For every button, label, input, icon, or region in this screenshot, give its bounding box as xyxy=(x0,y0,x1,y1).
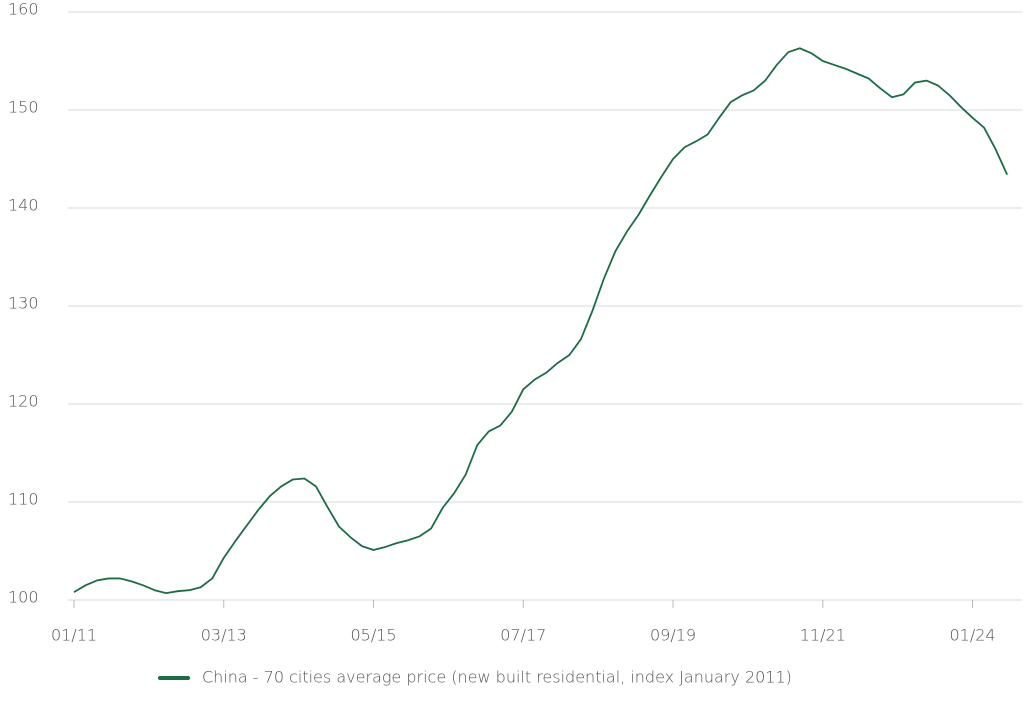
x-tick-label: 09/19 xyxy=(650,626,696,645)
legend-label: China - 70 cities average price (new bui… xyxy=(202,668,792,687)
x-tick-label: 03/13 xyxy=(201,626,247,645)
x-tick-label: 07/17 xyxy=(500,626,546,645)
y-tick-label: 100 xyxy=(8,588,39,607)
line xyxy=(73,47,1008,595)
y-tick-label: 140 xyxy=(8,196,39,215)
y-tick-label: 110 xyxy=(8,490,39,509)
x-tick-label: 11/21 xyxy=(800,626,846,645)
y-tick-label: 150 xyxy=(8,98,39,117)
x-tick-label: 01/11 xyxy=(51,626,97,645)
y-tick-label: 130 xyxy=(8,294,39,313)
x-tick-label: 01/24 xyxy=(950,626,996,645)
y-tick-label: 160 xyxy=(8,0,39,19)
x-tick-label: 05/15 xyxy=(350,626,396,645)
y-tick-label: 120 xyxy=(8,392,39,411)
